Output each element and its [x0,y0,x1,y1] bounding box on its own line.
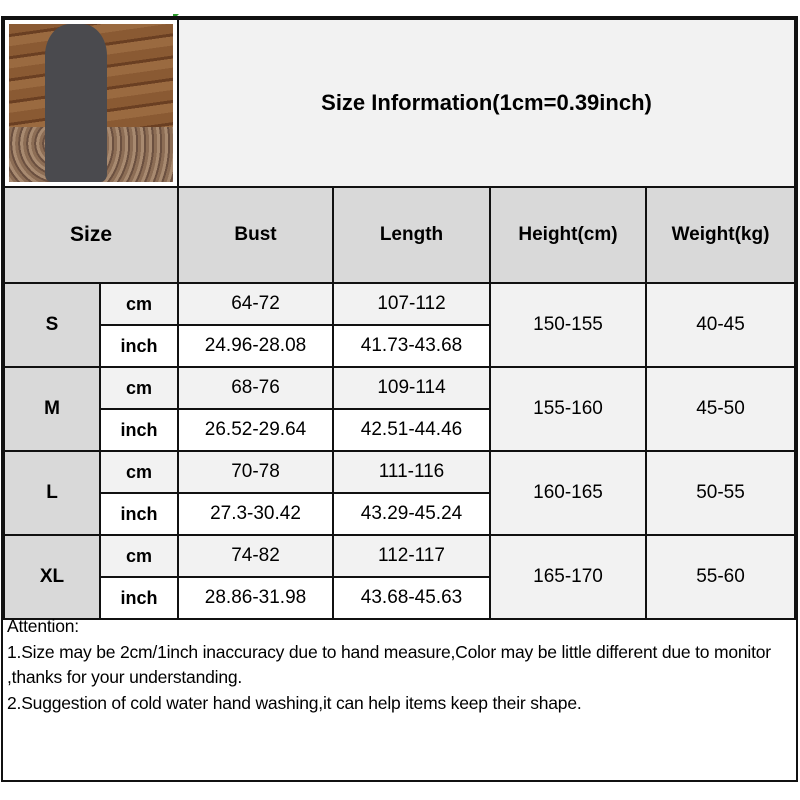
size-chart: Size Information(1cm=0.39inch) Size Bust… [1,16,798,782]
bust-inch: 28.86-31.98 [177,576,334,620]
length-cm: 112-117 [332,534,491,578]
length-inch: 41.73-43.68 [332,324,491,368]
weight-value: 55-60 [645,534,796,620]
length-cm: 109-114 [332,366,491,410]
attention-note: Attention: 1.Size may be 2cm/1inch inacc… [3,612,796,718]
length-inch: 43.29-45.24 [332,492,491,536]
bust-cm: 74-82 [177,534,334,578]
weight-value: 50-55 [645,450,796,536]
height-value: 165-170 [489,534,647,620]
table-row: inch 27.3-30.42 43.29-45.24 [4,492,795,536]
table-row: inch 26.52-29.64 42.51-44.46 [4,408,795,452]
size-label: M [3,366,101,452]
size-table: Size Information(1cm=0.39inch) Size Bust… [3,18,796,620]
unit-inch: inch [99,408,179,452]
length-cm: 111-116 [332,450,491,494]
length-cm: 107-112 [332,282,491,326]
bust-cm: 68-76 [177,366,334,410]
unit-cm: cm [99,534,179,578]
unit-cm: cm [99,366,179,410]
table-row: inch 24.96-28.08 41.73-43.68 [4,324,795,368]
header-size: Size [3,186,179,284]
unit-inch: inch [99,492,179,536]
weight-value: 45-50 [645,366,796,452]
table-row: S cm 64-72 107-112 150-155 40-45 [3,282,796,368]
table-row: M cm 68-76 109-114 155-160 45-50 [3,366,796,452]
product-photo-cell [3,18,179,188]
weight-value: 40-45 [645,282,796,368]
header-weight: Weight(kg) [645,186,796,284]
bust-inch: 27.3-30.42 [177,492,334,536]
header-length: Length [332,186,491,284]
size-label: S [3,282,101,368]
length-inch: 43.68-45.63 [332,576,491,620]
table-row: XL cm 74-82 112-117 165-170 55-60 [3,534,796,620]
unit-inch: inch [99,576,179,620]
height-value: 160-165 [489,450,647,536]
bust-cm: 64-72 [177,282,334,326]
unit-cm: cm [99,282,179,326]
table-row: inch 28.86-31.98 43.68-45.63 [4,576,795,620]
attention-heading: Attention: [7,616,79,636]
attention-line-2: 2.Suggestion of cold water hand washing,… [7,692,582,713]
length-inch: 42.51-44.46 [332,408,491,452]
size-label: XL [3,534,101,620]
size-label: L [3,450,101,536]
height-value: 150-155 [489,282,647,368]
bust-inch: 24.96-28.08 [177,324,334,368]
height-value: 155-160 [489,366,647,452]
chart-title: Size Information(1cm=0.39inch) [177,18,796,188]
header-bust: Bust [177,186,334,284]
header-height: Height(cm) [489,186,647,284]
bust-inch: 26.52-29.64 [177,408,334,452]
unit-inch: inch [99,324,179,368]
bust-cm: 70-78 [177,450,334,494]
product-photo [9,24,173,182]
attention-line-1: 1.Size may be 2cm/1inch inaccuracy due t… [7,641,771,688]
unit-cm: cm [99,450,179,494]
table-row: L cm 70-78 111-116 160-165 50-55 [3,450,796,536]
